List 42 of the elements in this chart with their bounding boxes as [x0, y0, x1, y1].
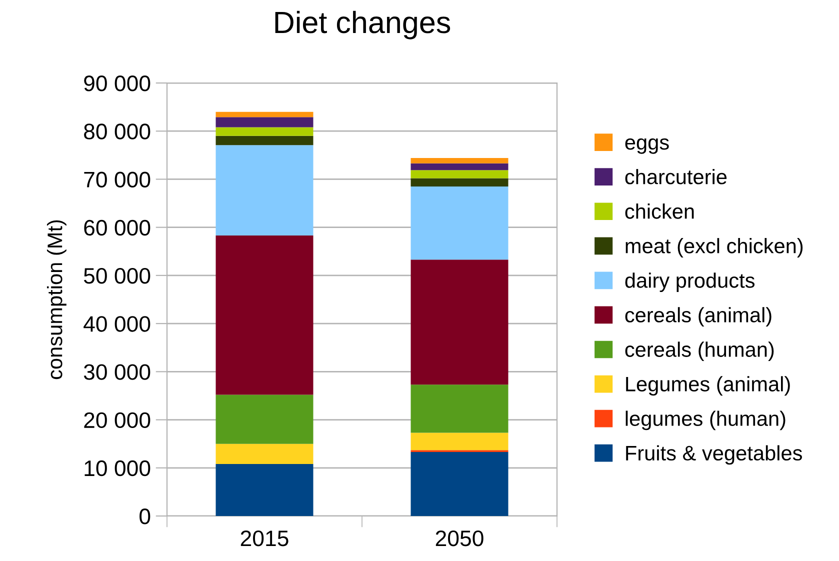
x-tick-label: 2015 — [240, 530, 288, 546]
y-tick-label: 10 000 — [84, 460, 150, 476]
bar — [410, 452, 508, 516]
y-tick-label: 40 000 — [84, 316, 150, 332]
legend-label: cereals (human) — [625, 342, 774, 362]
y-tick-label: 20 000 — [84, 412, 150, 428]
legend-label: dairy products — [625, 272, 755, 292]
legend-label: charcuterie — [625, 168, 727, 184]
y-tick-label: 50 000 — [84, 268, 150, 284]
y-tick-label: 0 — [140, 508, 150, 524]
bar — [410, 158, 508, 164]
bar — [216, 394, 314, 444]
bar — [216, 236, 314, 395]
legend-label: legumes (human) — [626, 410, 786, 430]
y-axis-title: consumption (Mt) — [46, 220, 66, 380]
y-tick-label: 80 000 — [84, 124, 150, 140]
bar — [216, 136, 314, 146]
bar — [410, 170, 508, 178]
legend-label: Legumes (animal) — [626, 376, 790, 396]
bar — [410, 163, 508, 170]
chart-title: Diet changes — [275, 10, 450, 40]
x-tick-label: 2050 — [436, 530, 484, 546]
bar — [216, 117, 314, 128]
bar — [216, 464, 314, 516]
y-tick-label: 30 000 — [84, 364, 150, 380]
y-tick-label: 90 000 — [84, 76, 150, 92]
bar — [410, 186, 508, 260]
bar — [410, 260, 508, 385]
bar — [216, 112, 314, 118]
bar — [216, 444, 314, 464]
legend-label: chicken — [625, 204, 694, 219]
bar — [216, 127, 314, 136]
legend-label: cereals (animal) — [625, 307, 772, 327]
bar — [410, 384, 508, 433]
bar — [410, 432, 508, 450]
bar — [216, 145, 314, 236]
bar — [410, 178, 508, 186]
legend-label: Fruits & vegetables — [626, 445, 802, 465]
legend-label: meat (excl chicken) — [626, 238, 803, 258]
y-tick-label: 60 000 — [84, 220, 150, 236]
y-tick-label: 70 000 — [84, 172, 150, 188]
legend-label: eggs — [625, 138, 669, 154]
